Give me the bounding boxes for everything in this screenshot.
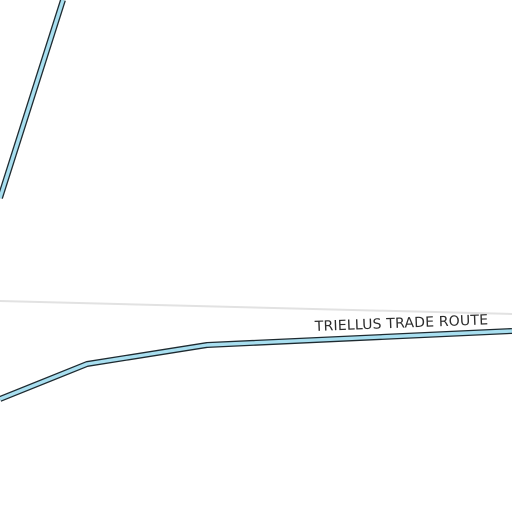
triellus-trade-route[interactable]: [0, 328, 512, 402]
route-upper-left-fill: [0, 0, 65, 199]
map-boundary-line: [0, 300, 512, 315]
trade-route-label: TRIELLUS TRADE ROUTE: [314, 312, 489, 335]
route-upper-left[interactable]: [0, 0, 66, 199]
triellus-trade-route-fill: [0, 329, 512, 401]
